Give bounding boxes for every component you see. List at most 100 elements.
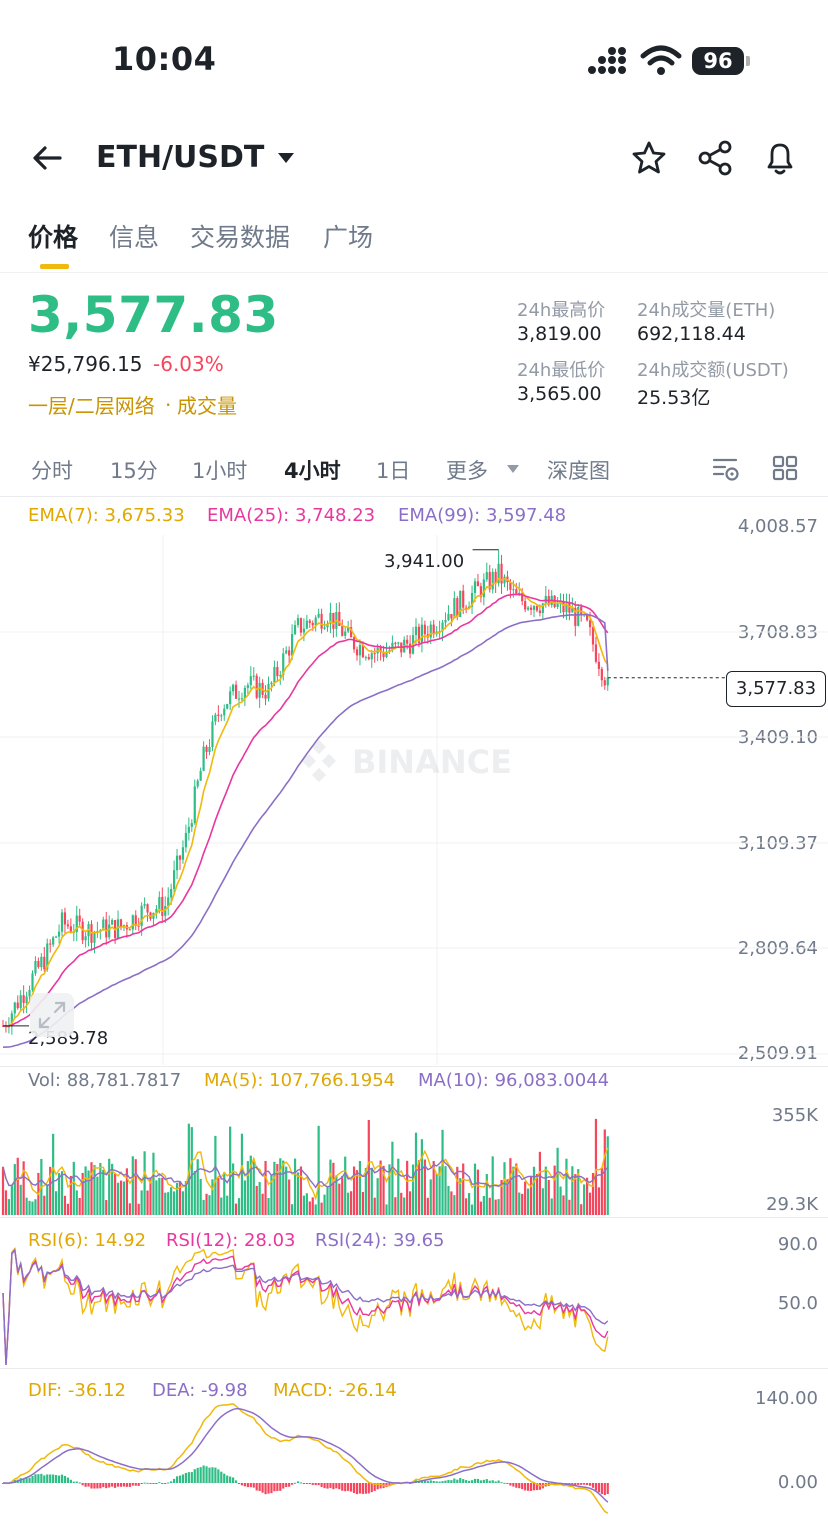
candle-body <box>535 606 539 611</box>
candle-body <box>258 682 261 698</box>
tab-info[interactable]: 信息 <box>109 223 160 252</box>
macd-histogram-bar <box>105 1483 108 1489</box>
macd-histogram-bar <box>429 1480 432 1483</box>
indicator-settings-icon[interactable] <box>711 454 741 484</box>
tag-separator: · <box>165 393 172 417</box>
macd-histogram-bar <box>237 1483 241 1484</box>
tab-square[interactable]: 广场 <box>323 223 374 252</box>
macd-histogram-bar <box>229 1476 232 1483</box>
macd-histogram-bar <box>161 1483 164 1484</box>
macd-histogram-bar <box>258 1483 261 1491</box>
interval-4h[interactable]: 4小时 <box>284 459 341 483</box>
volume-bar <box>459 1178 462 1215</box>
volume-bar <box>347 1192 350 1215</box>
macd-histogram-bar <box>196 1467 199 1483</box>
layout-grid-icon[interactable] <box>771 454 799 482</box>
macd-histogram-bar <box>178 1475 182 1483</box>
macd-histogram-bar <box>75 1481 78 1483</box>
volume-bar <box>122 1181 126 1215</box>
macd-histogram-bar <box>205 1466 208 1483</box>
volume-bar <box>382 1165 385 1215</box>
rsi-axis-label: 50.0 <box>777 1293 818 1314</box>
macd-histogram-bar <box>31 1476 34 1483</box>
volume-bar <box>553 1165 556 1215</box>
macd-histogram-bar <box>158 1482 161 1484</box>
volume-bar <box>361 1191 364 1215</box>
volume-bar <box>223 1172 226 1215</box>
volume-bar <box>426 1197 429 1215</box>
macd-histogram-bar <box>577 1483 580 1485</box>
back-arrow-icon[interactable] <box>28 138 68 178</box>
candle-body <box>479 586 482 598</box>
interval-more[interactable]: 更多 <box>446 459 488 483</box>
macd-histogram-bar <box>435 1481 438 1483</box>
macd-histogram-bar <box>232 1477 235 1483</box>
volume-bar <box>7 1199 10 1215</box>
volume-bar <box>317 1125 320 1215</box>
macd-histogram-bar <box>482 1479 485 1483</box>
candle-body <box>282 653 285 675</box>
pair-title[interactable]: ETH/USDT <box>96 140 265 175</box>
candle-body <box>102 919 105 931</box>
more-caret-icon[interactable] <box>506 464 520 474</box>
macd-histogram-bar <box>456 1479 459 1483</box>
dea-line <box>3 1407 609 1503</box>
candlestick-chart[interactable] <box>0 535 828 1065</box>
candle-body <box>591 627 595 645</box>
volume-bar <box>167 1192 170 1215</box>
interval-15m[interactable]: 15分 <box>110 459 158 483</box>
tab-trading-data[interactable]: 交易数据 <box>190 223 291 252</box>
rsi6-line <box>2 1247 609 1366</box>
macd-histogram-bar <box>52 1474 55 1483</box>
candle-body <box>69 926 72 933</box>
interval-depth[interactable]: 深度图 <box>547 459 610 483</box>
ema99-line <box>2 613 609 1048</box>
volume-chart[interactable] <box>0 1095 828 1217</box>
volume-bar <box>57 1173 61 1215</box>
macd-histogram-bar <box>84 1483 87 1487</box>
macd-histogram-bar <box>361 1483 364 1494</box>
current-price-tag[interactable]: 3,577.83 <box>726 671 826 707</box>
candle-body <box>562 600 565 613</box>
interval-1h[interactable]: 1小时 <box>192 459 248 483</box>
macd-histogram-bar <box>267 1483 270 1494</box>
candle-body <box>276 667 279 677</box>
candle-body <box>49 943 52 945</box>
share-icon[interactable] <box>695 138 735 178</box>
macd-histogram-bar <box>470 1480 474 1483</box>
candle-body <box>232 684 235 692</box>
tag-layer-network[interactable]: 一层/二层网络 <box>28 394 155 418</box>
battery-indicator: 96 <box>692 47 744 75</box>
candle-body <box>311 622 314 626</box>
volume-bar <box>220 1197 223 1215</box>
volume-bar <box>521 1193 524 1215</box>
volume-bar <box>229 1126 232 1215</box>
candle-body <box>81 921 84 941</box>
rsi-chart[interactable] <box>0 1240 828 1370</box>
volume-bar <box>226 1195 229 1215</box>
caret-down-icon[interactable] <box>276 151 296 165</box>
interval-time-share[interactable]: 分时 <box>31 459 73 483</box>
macd-histogram-bar <box>66 1477 69 1483</box>
rsi24-legend: RSI(24): 39.65 <box>315 1230 445 1251</box>
volume-bar <box>75 1190 78 1215</box>
volume-bar <box>456 1166 459 1215</box>
macd-chart[interactable] <box>0 1395 828 1530</box>
candle-body <box>66 924 69 927</box>
bell-icon[interactable] <box>760 138 800 178</box>
tag-volume[interactable]: 成交量 <box>177 394 237 418</box>
candle-body <box>367 657 370 660</box>
candle-body <box>391 642 394 651</box>
volume-bar <box>196 1159 199 1215</box>
volume-bar <box>432 1160 435 1215</box>
tab-price[interactable]: 价格 <box>28 223 79 252</box>
volume-bar <box>376 1178 379 1215</box>
interval-1d[interactable]: 1日 <box>376 459 411 483</box>
candle-body <box>600 668 603 681</box>
candle-body <box>229 691 232 705</box>
star-icon[interactable] <box>629 138 669 178</box>
fullscreen-icon[interactable] <box>30 993 74 1037</box>
volume-bar <box>143 1151 146 1215</box>
tabs-divider <box>0 272 828 273</box>
macd-histogram-bar <box>583 1483 586 1485</box>
